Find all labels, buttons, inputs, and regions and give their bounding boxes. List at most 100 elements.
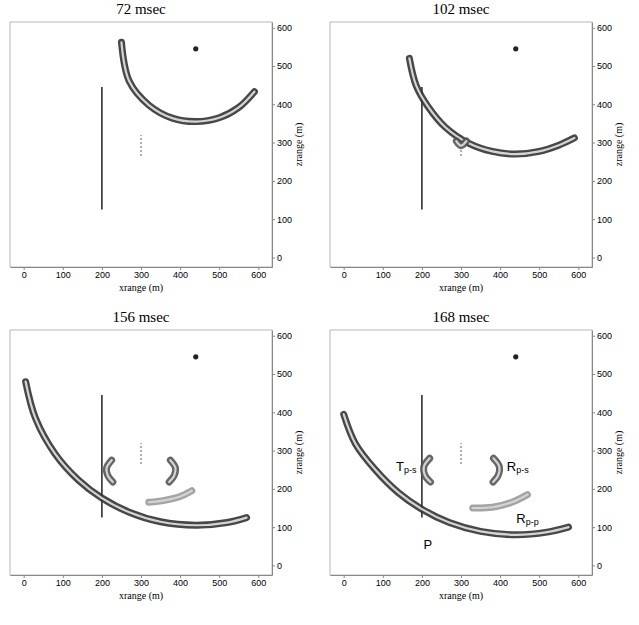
- y-tick-mark: [592, 66, 595, 67]
- y-tick: 600: [592, 23, 612, 33]
- wavefront-core: [169, 460, 175, 482]
- y-tick: 0: [592, 561, 602, 571]
- y-tick: 200: [272, 484, 292, 494]
- x-tick-label: 400: [493, 270, 508, 280]
- annotation-main: R: [507, 459, 516, 474]
- wavefront: [424, 458, 431, 482]
- y-tick-label: 300: [597, 138, 612, 148]
- annotation-main: P: [423, 538, 432, 553]
- panel-title: 102 msec: [432, 1, 489, 17]
- y-tick: 300: [592, 138, 612, 148]
- fracture: [140, 443, 141, 464]
- x-tick-label: 100: [376, 270, 391, 280]
- y-tick-label: 400: [277, 408, 292, 418]
- y-tick: 500: [272, 61, 292, 71]
- y-tick-mark: [272, 181, 275, 182]
- y-tick-label: 500: [597, 369, 612, 379]
- x-tick: 0: [22, 575, 27, 588]
- y-tick-label: 100: [277, 523, 292, 533]
- y-tick: 200: [592, 176, 612, 186]
- y-tick: 600: [272, 331, 292, 341]
- x-tick: 200: [415, 267, 430, 280]
- x-tick: 400: [493, 575, 508, 588]
- panel-title: 72 msec: [116, 1, 166, 17]
- y-tick: 200: [592, 484, 612, 494]
- x-tick: 0: [22, 267, 27, 280]
- annotation: P: [421, 537, 434, 554]
- annotation: Rp-s: [505, 458, 531, 476]
- x-tick: 400: [173, 267, 188, 280]
- x-tick-label: 0: [342, 270, 347, 280]
- x-tick-label: 0: [342, 578, 347, 588]
- y-tick: 500: [592, 369, 612, 379]
- panel-title: 168 msec: [432, 309, 489, 325]
- x-tick-label: 600: [571, 270, 586, 280]
- fracture: [140, 135, 141, 156]
- x-tick: 100: [376, 575, 391, 588]
- y-tick: 100: [592, 215, 612, 225]
- plot-frame: [330, 22, 592, 267]
- y-tick: 0: [272, 561, 282, 571]
- x-tick-label: 400: [493, 578, 508, 588]
- y-tick-label: 100: [277, 215, 292, 225]
- annotation: Tp-s: [394, 458, 419, 476]
- axis-line: [272, 23, 273, 268]
- x-tick-label: 200: [415, 578, 430, 588]
- y-tick: 100: [592, 523, 612, 533]
- x-tick: 300: [454, 267, 469, 280]
- y-tick-mark: [272, 219, 275, 220]
- plot-frame: [10, 330, 272, 575]
- y-tick: 200: [272, 176, 292, 186]
- y-tick-mark: [272, 104, 275, 105]
- wavefront: [344, 414, 569, 535]
- y-tick: 100: [272, 215, 292, 225]
- x-tick: 600: [571, 267, 586, 280]
- y-tick-mark: [592, 257, 595, 258]
- panel: 0100200300400500600010020030040050060015…: [10, 309, 305, 602]
- y-tick-mark: [592, 336, 595, 337]
- annotation-main: R: [516, 512, 525, 527]
- wavefront-core: [424, 458, 431, 482]
- y-tick: 0: [272, 253, 282, 263]
- y-tick-mark: [272, 66, 275, 67]
- y-tick-mark: [272, 451, 275, 452]
- axis-line: [592, 331, 593, 576]
- y-axis: 0100200300400500600: [592, 331, 612, 576]
- y-tick-label: 300: [277, 138, 292, 148]
- wavefront: [409, 58, 574, 154]
- x-tick: 100: [56, 267, 71, 280]
- wavefront: [106, 460, 112, 482]
- x-axis: 0 100 200 300 400 500 600: [331, 267, 593, 280]
- y-tick: 400: [592, 100, 612, 110]
- panel: 0100200300400500600010020030040050060072…: [10, 1, 305, 294]
- y-tick-label: 300: [597, 446, 612, 456]
- y-tick: 300: [272, 138, 292, 148]
- annotation-text: Rp-s: [507, 459, 529, 475]
- y-tick-mark: [272, 489, 275, 490]
- y-tick-label: 600: [277, 331, 292, 341]
- annotation: Rp-p: [514, 511, 540, 529]
- x-tick-label: 0: [22, 270, 27, 280]
- x-tick-label: 100: [56, 270, 71, 280]
- y-axis-title: zrange (m): [293, 431, 305, 475]
- y-tick-mark: [592, 104, 595, 105]
- x-axis-title: xrange (m): [119, 282, 163, 294]
- x-axis: 0100200300400500600: [11, 267, 273, 280]
- y-tick: 400: [272, 408, 292, 418]
- y-tick: 600: [592, 331, 612, 341]
- wavefront-core: [121, 42, 254, 121]
- x-tick-label: 500: [212, 270, 227, 280]
- x-tick-label: 0: [22, 578, 27, 588]
- x-tick-label: 500: [532, 270, 547, 280]
- annotation-subscript: p-s: [516, 465, 529, 475]
- axis-line: [592, 23, 593, 268]
- annotation-patch: [514, 511, 540, 529]
- x-axis-title: xrange (m): [439, 590, 483, 602]
- y-tick: 0: [592, 253, 602, 263]
- wavefront: [456, 141, 466, 146]
- y-axis-title: zrange (m): [613, 123, 625, 167]
- wavefront-core: [26, 382, 247, 526]
- y-tick-mark: [592, 565, 595, 566]
- y-tick: 500: [592, 61, 612, 71]
- x-tick-label: 500: [532, 578, 547, 588]
